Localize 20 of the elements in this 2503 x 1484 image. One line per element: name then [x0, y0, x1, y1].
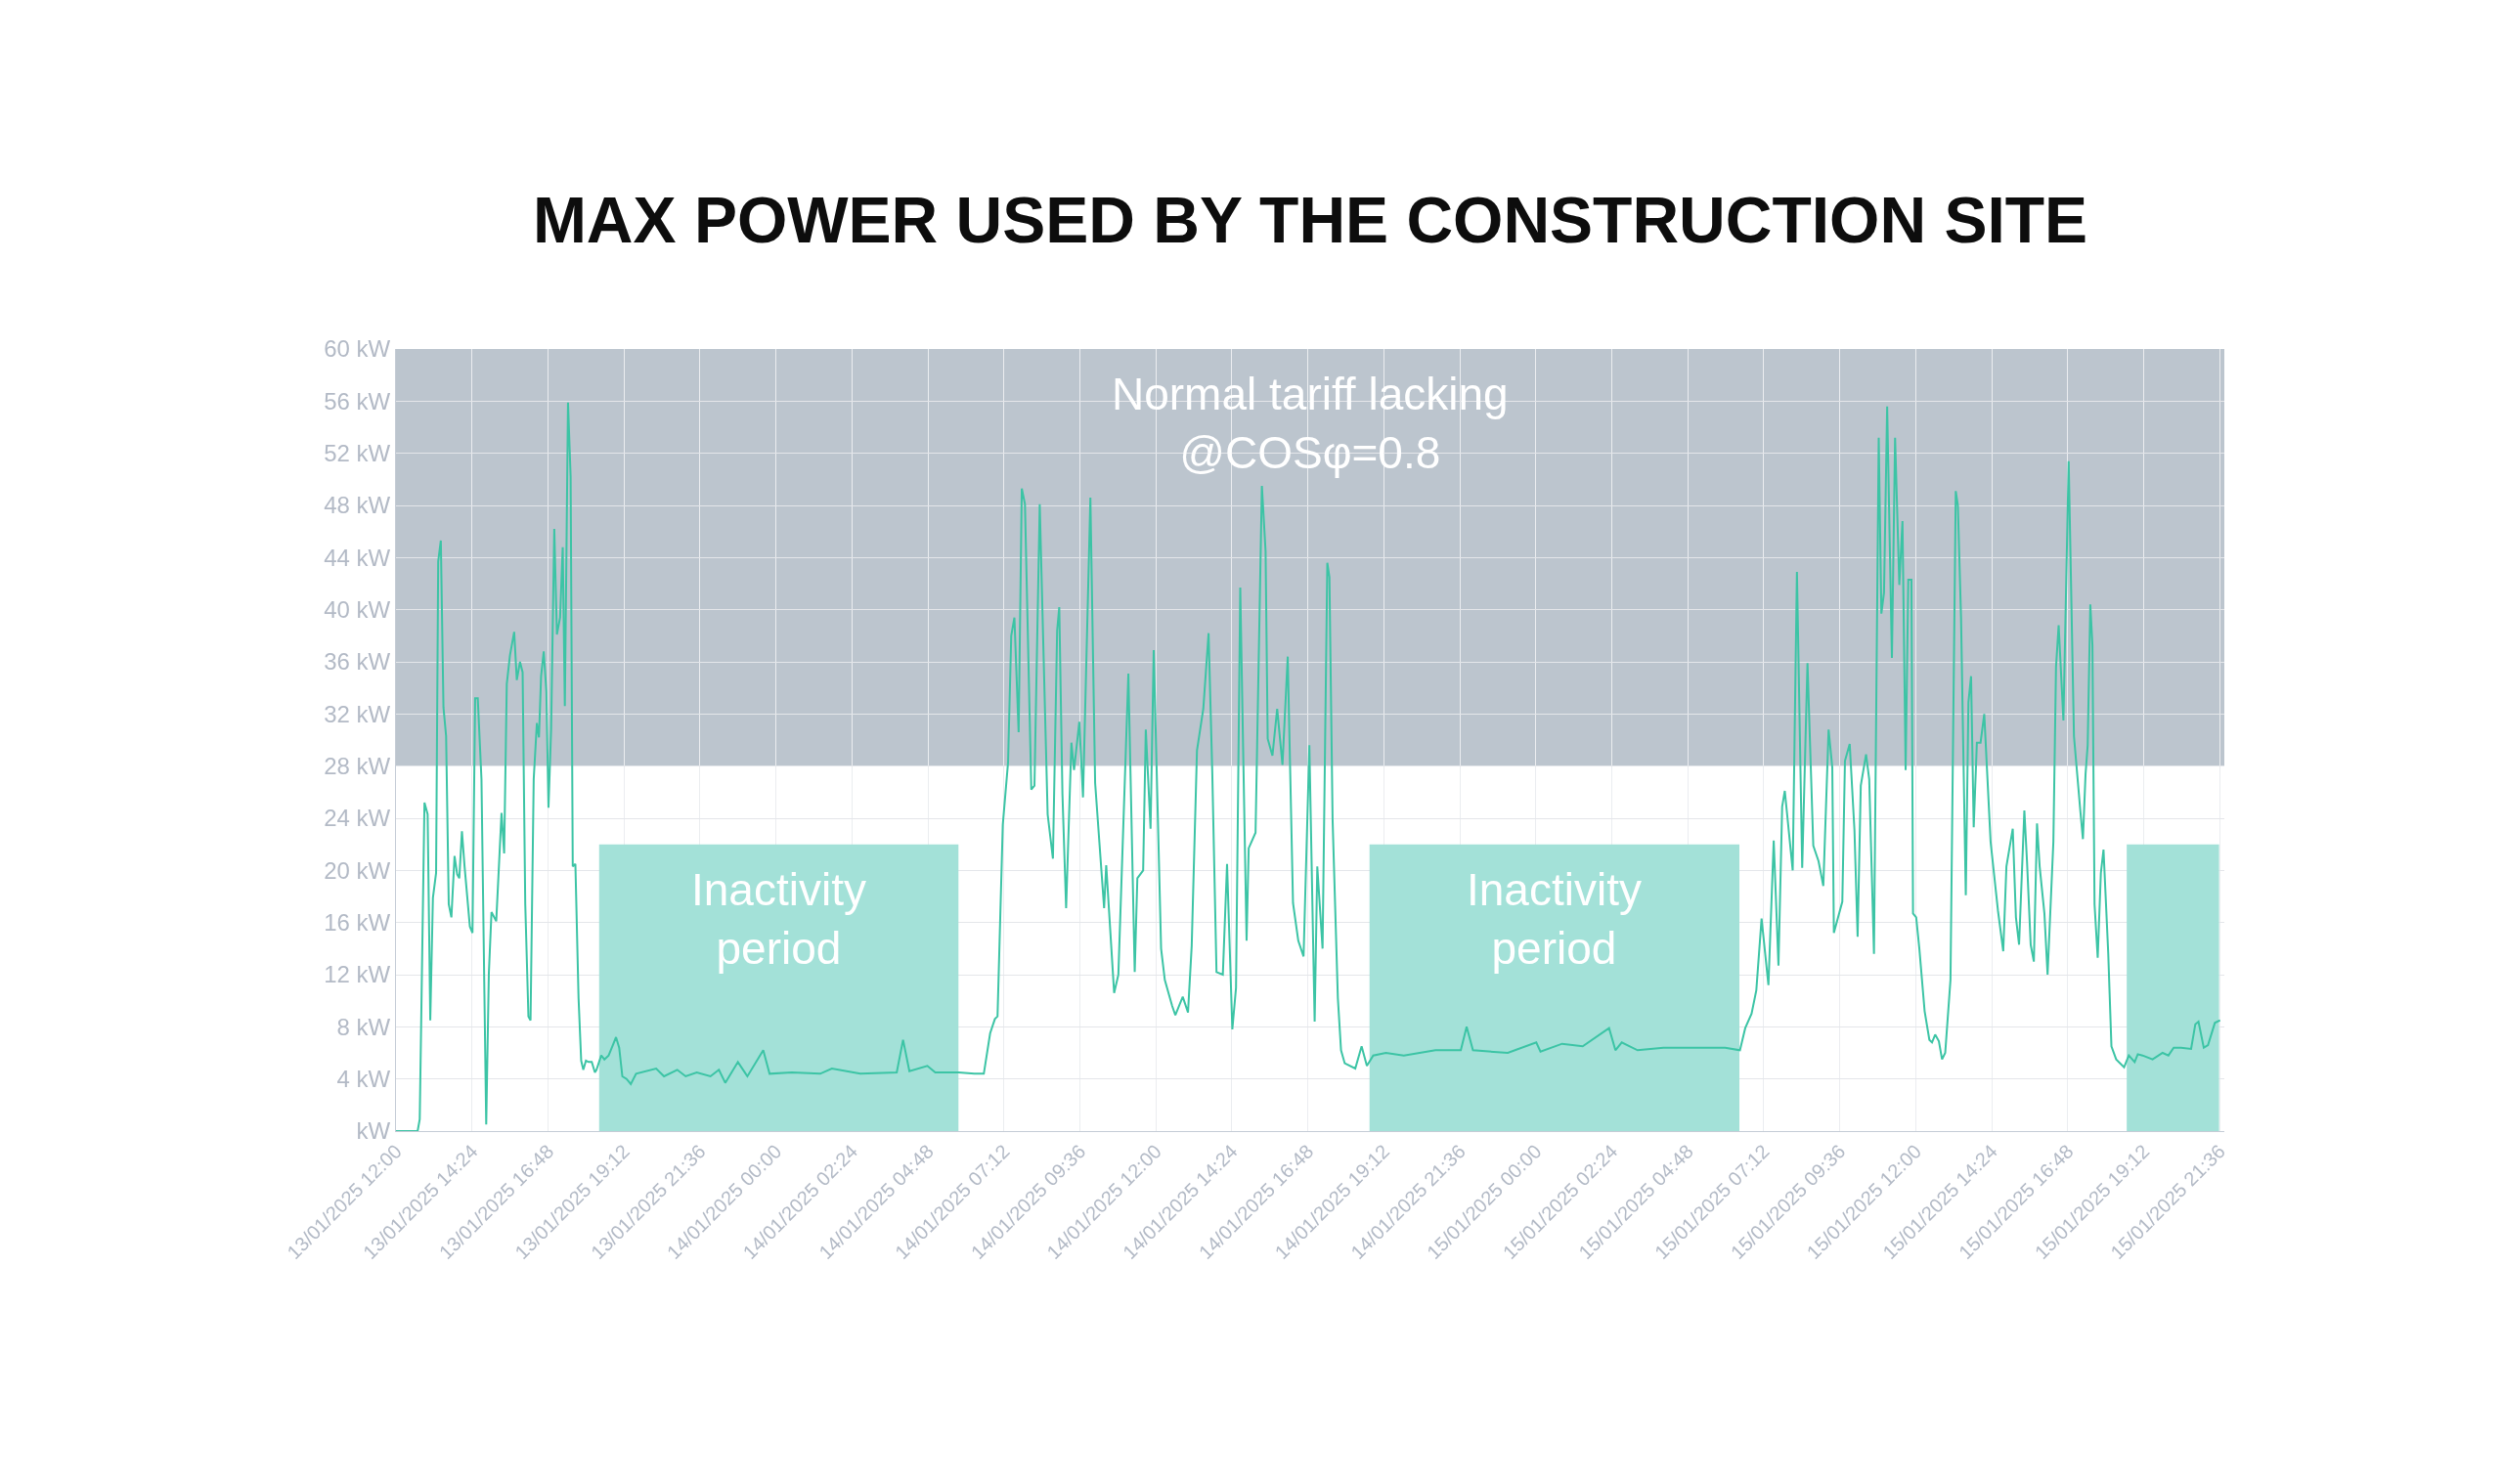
y-tick-label: 32 kW [324, 700, 391, 727]
y-tick-label: 60 kW [324, 335, 391, 363]
y-tick-label: 40 kW [324, 596, 391, 624]
y-tick-label: 24 kW [324, 805, 391, 832]
y-tick-label: 56 kW [324, 387, 391, 415]
y-tick-label: 36 kW [324, 648, 391, 676]
y-tick-label: kW [356, 1117, 391, 1145]
y-tick-label: 44 kW [324, 544, 391, 571]
y-tick-label: 48 kW [324, 492, 391, 519]
y-tick-label: 52 kW [324, 440, 391, 467]
y-tick-label: 20 kW [324, 856, 391, 884]
y-tick-label: 28 kW [324, 753, 391, 780]
y-tick-label: 8 kW [336, 1013, 391, 1040]
chart-title: MAX POWER USED BY THE CONSTRUCTION SITE [532, 184, 2088, 257]
y-tick-label: 4 kW [336, 1066, 391, 1093]
band-label: Normal tariff lacking @COSφ=0.8 [1112, 369, 1509, 478]
annotation: Inactivity period [691, 864, 866, 974]
annotation: Inactivity period [1467, 864, 1642, 974]
y-tick-label: 12 kW [324, 961, 391, 988]
y-tick-label: 16 kW [324, 909, 391, 937]
